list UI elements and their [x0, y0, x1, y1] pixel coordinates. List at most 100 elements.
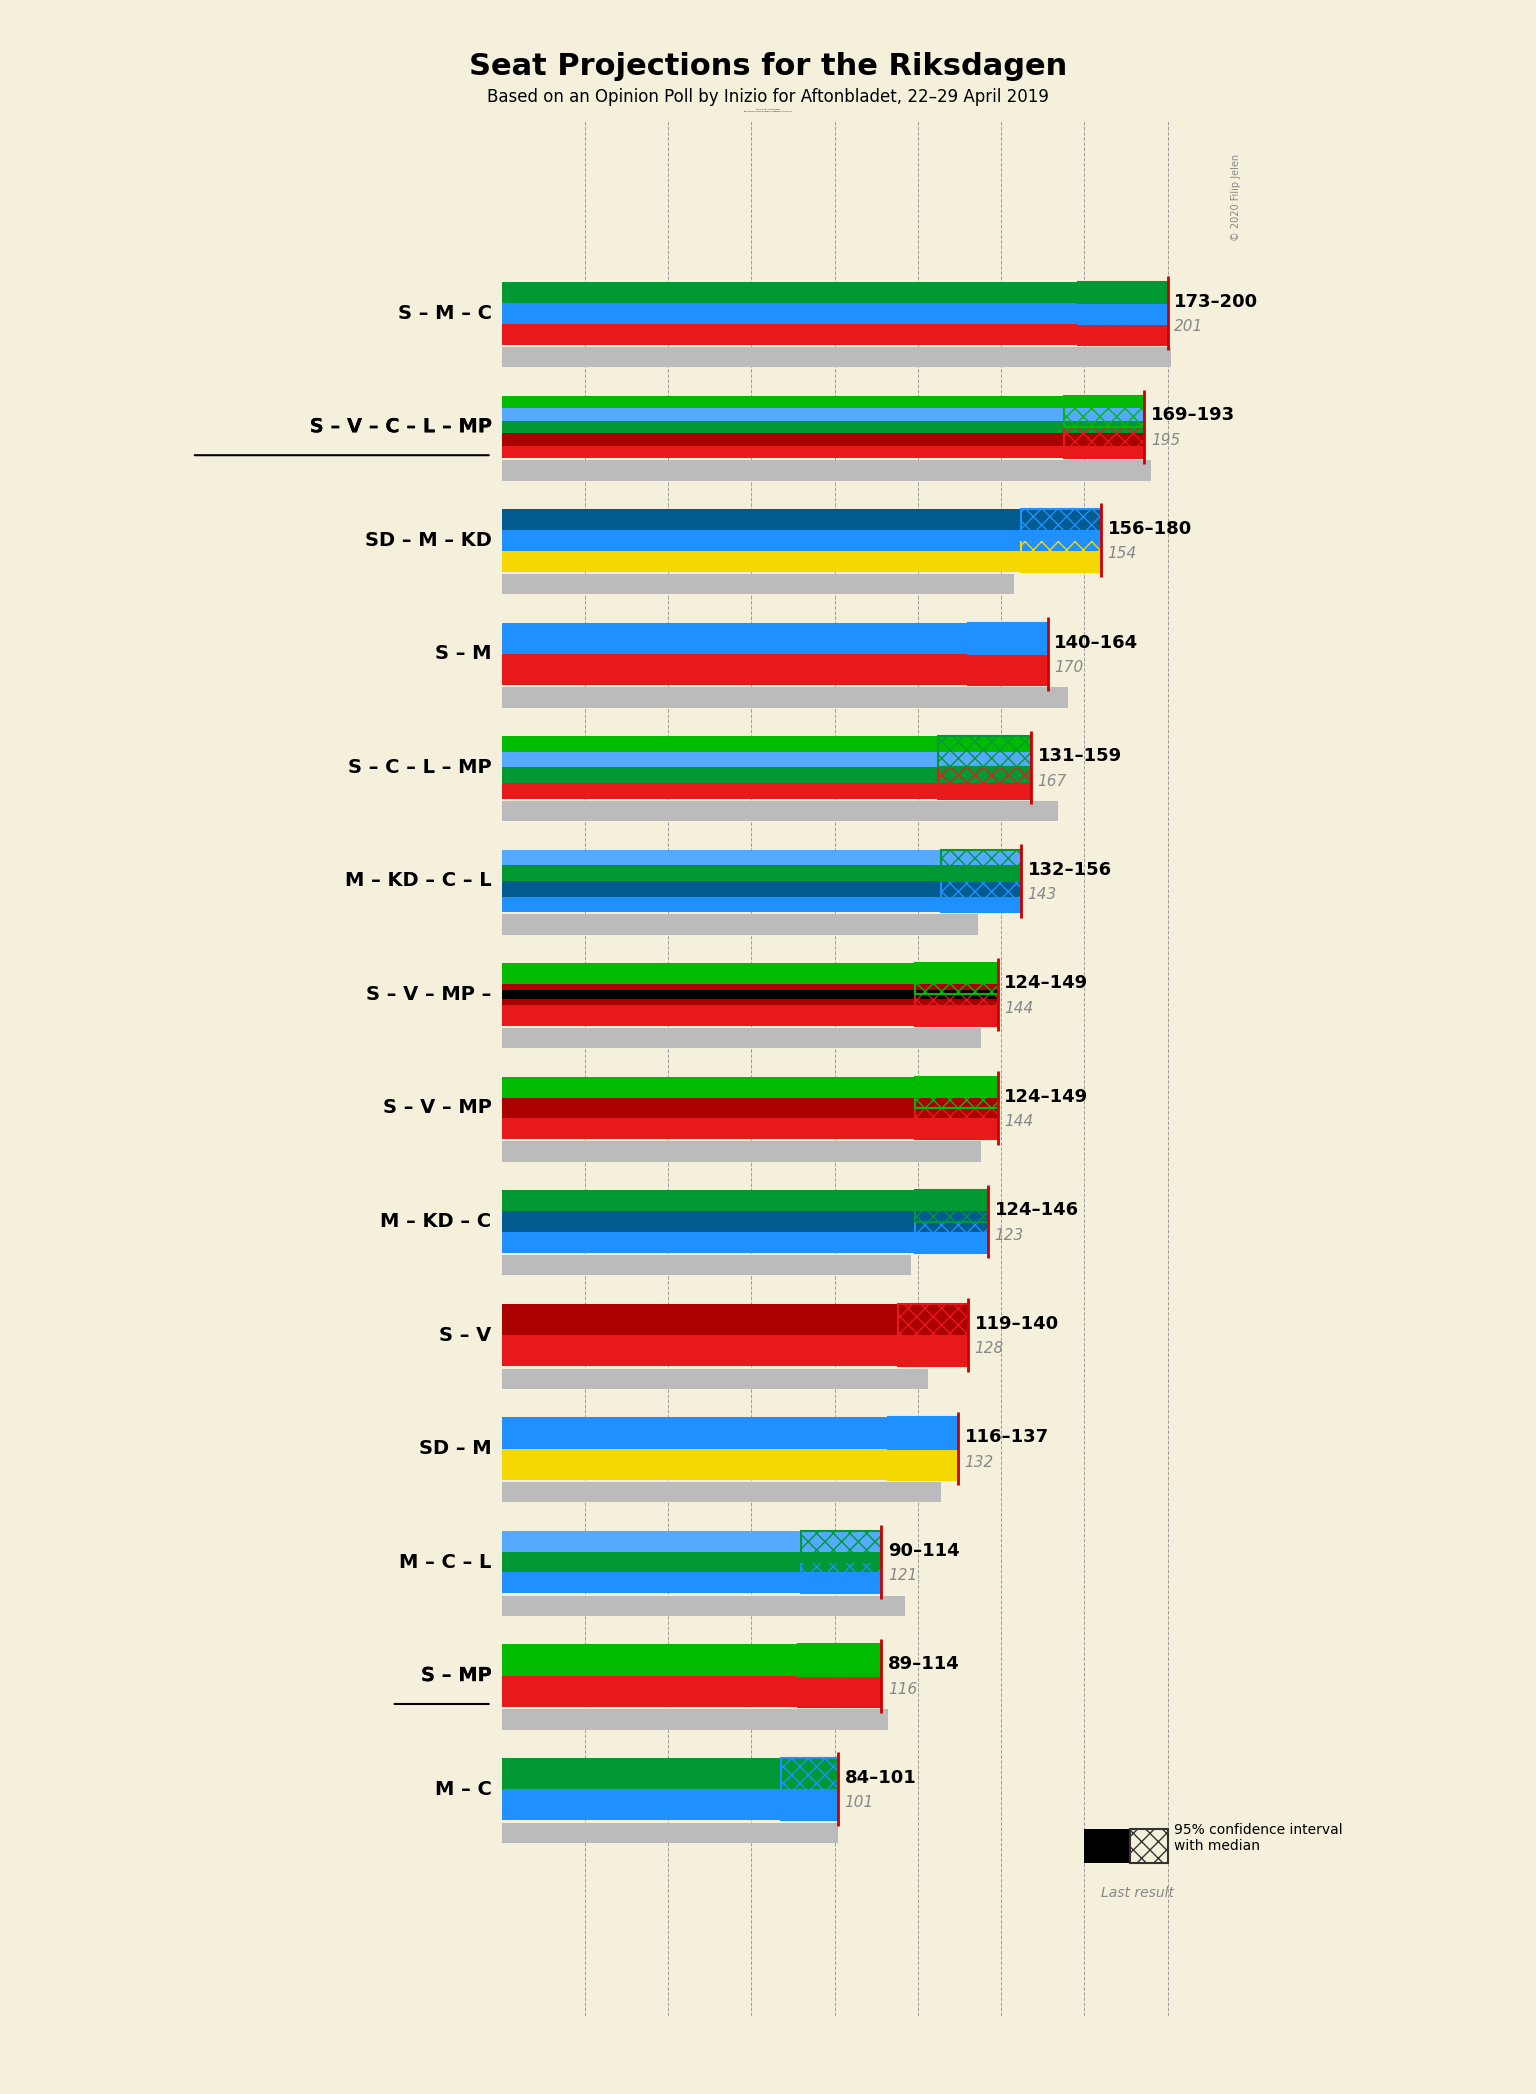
Bar: [968, 622, 1048, 653]
Text: 124–146: 124–146: [994, 1202, 1078, 1219]
Bar: [799, 1675, 882, 1707]
Bar: [502, 915, 978, 934]
Bar: [502, 433, 1144, 446]
Bar: [502, 1788, 839, 1820]
Bar: [942, 850, 1021, 882]
Text: 132: 132: [965, 1455, 994, 1470]
Text: 144: 144: [1005, 1114, 1034, 1129]
Text: M – C: M – C: [435, 1780, 492, 1799]
Bar: [502, 1028, 982, 1049]
Bar: [502, 396, 1144, 408]
Bar: [502, 1254, 911, 1275]
Text: S – V – MP: S – V – MP: [382, 1099, 492, 1118]
Bar: [502, 408, 1144, 421]
Bar: [802, 1531, 882, 1562]
Text: SD – M – KD: SD – M – KD: [364, 532, 492, 551]
Text: 90–114: 90–114: [888, 1541, 960, 1560]
Bar: [502, 509, 1101, 530]
Bar: [502, 850, 1021, 865]
Bar: [502, 896, 1021, 913]
Bar: [888, 1418, 958, 1449]
Text: 143: 143: [1028, 888, 1057, 903]
Text: 132–156: 132–156: [1028, 861, 1112, 879]
Text: S – MP: S – MP: [421, 1667, 492, 1686]
Bar: [502, 421, 1144, 433]
Text: 89–114: 89–114: [888, 1654, 960, 1673]
Text: 195: 195: [1150, 433, 1180, 448]
Bar: [502, 1573, 882, 1594]
Text: 116: 116: [888, 1681, 917, 1696]
Bar: [502, 1449, 958, 1480]
Bar: [1078, 325, 1167, 346]
Text: 95% confidence interval
with median: 95% confidence interval with median: [1174, 1824, 1342, 1853]
Bar: [502, 530, 1101, 551]
Bar: [782, 1757, 839, 1820]
Bar: [502, 800, 1058, 821]
Bar: [914, 1221, 988, 1252]
Text: 201: 201: [1174, 320, 1204, 335]
Text: M – C – L: M – C – L: [399, 1552, 492, 1573]
Text: 173–200: 173–200: [1174, 293, 1258, 310]
Text: S – C – L – MP: S – C – L – MP: [349, 758, 492, 777]
Text: 140–164: 140–164: [1054, 634, 1138, 651]
Text: 84–101: 84–101: [845, 1769, 917, 1786]
Text: Seat Projections for the Riksdagen: Seat Projections for the Riksdagen: [468, 52, 1068, 82]
Text: S – V – C – L – MP: S – V – C – L – MP: [310, 417, 492, 436]
Text: 116–137: 116–137: [965, 1428, 1049, 1447]
Text: M – KD – C: M – KD – C: [381, 1212, 492, 1231]
Bar: [502, 653, 1048, 685]
Bar: [914, 995, 998, 1026]
Bar: [942, 882, 1021, 913]
Bar: [502, 1483, 942, 1503]
Text: 124–149: 124–149: [1005, 974, 1089, 993]
Bar: [1021, 540, 1101, 572]
Bar: [502, 687, 1068, 708]
Bar: [502, 766, 1031, 783]
Bar: [502, 1709, 888, 1730]
Bar: [914, 1108, 998, 1139]
Bar: [502, 446, 1144, 459]
Bar: [1078, 283, 1167, 304]
Bar: [502, 1644, 882, 1675]
Bar: [502, 1076, 998, 1097]
Bar: [502, 1675, 882, 1707]
Bar: [502, 1418, 958, 1449]
Bar: [502, 348, 1170, 366]
Text: 131–159: 131–159: [1038, 748, 1121, 764]
Bar: [1084, 1828, 1130, 1864]
Bar: [1064, 427, 1144, 459]
Bar: [968, 653, 1048, 685]
Bar: [502, 1097, 998, 1118]
Bar: [914, 963, 998, 995]
Text: 128: 128: [974, 1340, 1003, 1357]
Text: S – M: S – M: [435, 645, 492, 664]
Bar: [502, 1596, 905, 1617]
Bar: [502, 283, 1167, 304]
Text: 121: 121: [888, 1568, 917, 1583]
Text: 124–149: 124–149: [1005, 1087, 1089, 1106]
Text: Last result: Last result: [1101, 1885, 1174, 1899]
Bar: [502, 752, 1031, 766]
Bar: [502, 737, 1031, 752]
Bar: [502, 1118, 998, 1139]
Bar: [502, 990, 998, 999]
Bar: [502, 1005, 998, 1026]
Bar: [502, 1757, 839, 1788]
Bar: [502, 1231, 988, 1252]
Text: S – M – C: S – M – C: [398, 304, 492, 322]
Text: SD – M: SD – M: [419, 1439, 492, 1457]
Bar: [1130, 1828, 1167, 1864]
Bar: [502, 865, 1021, 882]
Title: Seat Projections for the Riksdagen
Based on an Opinion Poll by Inizio for Aftonb: Seat Projections for the Riksdagen Based…: [743, 109, 793, 111]
Bar: [502, 1369, 928, 1388]
Bar: [799, 1644, 882, 1675]
Text: 170: 170: [1054, 660, 1083, 674]
Bar: [914, 1189, 988, 1221]
Text: 169–193: 169–193: [1150, 406, 1235, 425]
Text: M – KD – C – L: M – KD – C – L: [346, 871, 492, 890]
Bar: [502, 1210, 988, 1231]
Text: 154: 154: [1107, 547, 1137, 561]
Text: Based on an Opinion Poll by Inizio for Aftonbladet, 22–29 April 2019: Based on an Opinion Poll by Inizio for A…: [487, 88, 1049, 107]
Bar: [1078, 304, 1167, 325]
Bar: [938, 766, 1031, 798]
